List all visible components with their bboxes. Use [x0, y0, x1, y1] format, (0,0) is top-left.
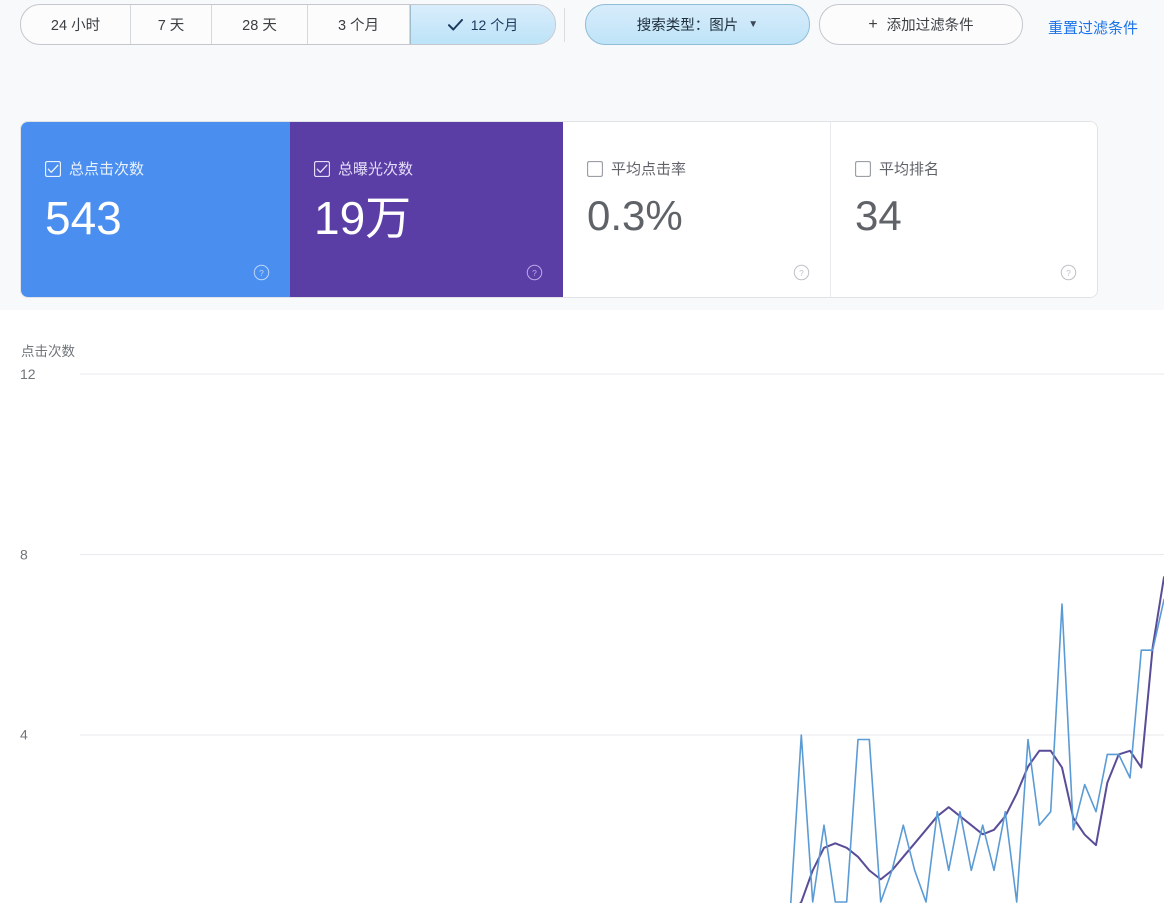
- svg-text:12: 12: [20, 366, 36, 382]
- svg-text:4: 4: [20, 727, 28, 743]
- svg-text:8: 8: [20, 547, 28, 563]
